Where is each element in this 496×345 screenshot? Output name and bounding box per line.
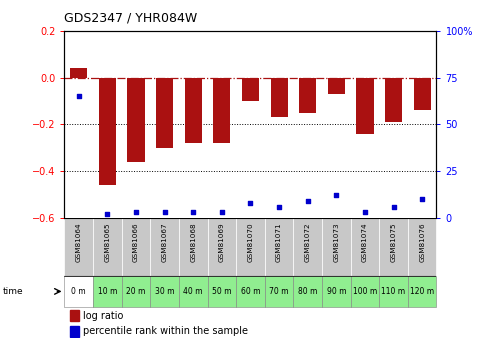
Text: GSM81076: GSM81076 [419,223,425,262]
Point [75,93,83,99]
Text: time: time [2,287,23,296]
Bar [64,276,93,307]
Bar [328,78,345,94]
Bar [408,218,436,276]
Text: 110 m: 110 m [381,287,406,296]
Bar [70,68,87,78]
Text: GSM81068: GSM81068 [190,223,196,262]
Text: GSM81065: GSM81065 [104,223,111,262]
Bar [64,218,93,276]
Bar [379,276,408,307]
Point [104,211,112,217]
Text: 80 m: 80 m [298,287,317,296]
Point [218,209,226,215]
Bar [127,78,145,162]
Bar [265,218,294,276]
Bar [322,218,351,276]
Bar [294,218,322,276]
Bar [93,218,122,276]
Text: GSM81069: GSM81069 [219,223,225,262]
Point [361,209,369,215]
Bar [270,78,288,117]
Point [247,200,254,206]
Text: GSM81073: GSM81073 [333,223,339,262]
Text: GSM81064: GSM81064 [76,223,82,262]
Bar [385,78,402,122]
Bar [150,276,179,307]
Text: GSM81072: GSM81072 [305,223,310,262]
Point [304,198,311,204]
Text: 60 m: 60 m [241,287,260,296]
Text: 50 m: 50 m [212,287,232,296]
Text: GSM81066: GSM81066 [133,223,139,262]
Text: 30 m: 30 m [155,287,175,296]
Text: log ratio: log ratio [83,311,124,321]
Bar [156,78,173,148]
Text: 70 m: 70 m [269,287,289,296]
Text: 40 m: 40 m [184,287,203,296]
Bar [122,276,150,307]
Point [132,209,140,215]
Bar [322,276,351,307]
Text: GDS2347 / YHR084W: GDS2347 / YHR084W [64,11,198,24]
Point [161,209,169,215]
Point [275,204,283,209]
Point [189,209,197,215]
Bar [70,326,79,336]
Bar [265,276,294,307]
Point [332,193,340,198]
Text: 90 m: 90 m [326,287,346,296]
Bar [351,218,379,276]
Bar [179,218,207,276]
Point [418,196,426,202]
Bar [207,276,236,307]
Bar [185,78,202,143]
Text: 0 m: 0 m [71,287,86,296]
Bar [351,276,379,307]
Text: 120 m: 120 m [410,287,434,296]
Bar [99,78,116,185]
Bar [122,218,150,276]
Bar [207,218,236,276]
Bar [299,78,316,113]
Bar [213,78,231,143]
Bar [242,78,259,101]
Text: percentile rank within the sample: percentile rank within the sample [83,326,248,336]
Bar [70,310,79,321]
Bar [93,276,122,307]
Text: GSM81071: GSM81071 [276,223,282,262]
Bar [414,78,431,110]
Bar [356,78,373,134]
Text: GSM81074: GSM81074 [362,223,368,262]
Bar [408,276,436,307]
Bar [236,218,265,276]
Point [389,204,397,209]
Bar [236,276,265,307]
Text: 10 m: 10 m [98,287,117,296]
Bar [179,276,207,307]
Text: GSM81075: GSM81075 [390,223,397,262]
Bar [150,218,179,276]
Bar [294,276,322,307]
Text: GSM81070: GSM81070 [248,223,253,262]
Bar [379,218,408,276]
Text: 20 m: 20 m [126,287,146,296]
Text: 100 m: 100 m [353,287,377,296]
Text: GSM81067: GSM81067 [162,223,168,262]
